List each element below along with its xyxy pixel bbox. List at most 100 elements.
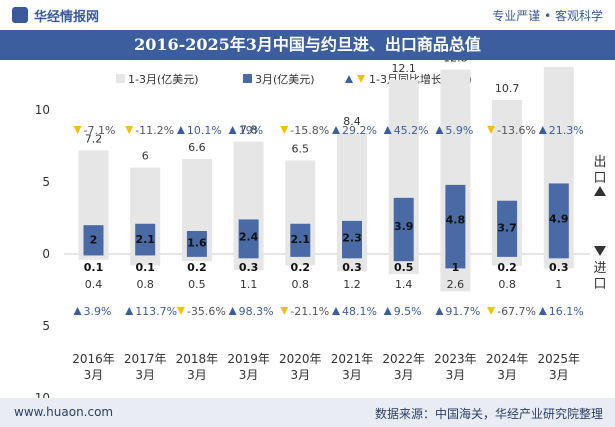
export-growth-up-icon: [176, 126, 185, 134]
import-ytd-bar: [130, 254, 161, 266]
legend-month-label: 3月(亿美元): [255, 73, 315, 86]
import-month-bar: [290, 254, 311, 257]
category-label-year: 2024年: [486, 352, 529, 366]
export-growth-label: -11.2%: [135, 124, 174, 137]
import-growth-label: 16.1%: [549, 305, 584, 318]
export-ytd-label: 12.1: [391, 62, 416, 75]
category-label-year: 2023年: [434, 352, 477, 366]
import-ytd-label: 1.1: [240, 278, 258, 291]
export-month-bar: [83, 225, 104, 254]
export-month-label: 1.6: [187, 236, 207, 249]
chart: 1-3月(亿美元)3月(亿美元)1-3月同比增长率(%)201510505107…: [35, 60, 607, 398]
import-month-label: 0.1: [135, 261, 155, 274]
export-growth-label: 10.1%: [187, 124, 222, 137]
y-tick-label: 5: [42, 319, 50, 333]
export-growth-label: 29.2%: [342, 124, 377, 137]
category-label-month: 3月: [497, 368, 517, 382]
import-growth-down-icon: [487, 307, 496, 315]
import-growth-up-icon: [73, 307, 82, 315]
import-ytd-bar: [285, 254, 316, 266]
import-growth-label: -21.1%: [290, 305, 329, 318]
import-ytd-label: 0.8: [292, 278, 310, 291]
category-label-year: 2021年: [331, 352, 374, 366]
export-month-bar: [186, 230, 207, 254]
y-tick-label: 10: [35, 391, 50, 398]
export-month-bar: [497, 200, 518, 254]
import-growth-down-icon: [280, 307, 289, 315]
export-month-label: 2.1: [135, 233, 155, 246]
y-tick-label: 10: [35, 103, 50, 117]
import-month-bar: [342, 254, 362, 259]
import-growth-up-icon: [228, 307, 237, 315]
category-label-month: 3月: [84, 368, 104, 382]
export-growth-label: 21.3%: [549, 124, 584, 137]
import-growth-label: 3.9%: [84, 305, 112, 318]
export-month-label: 3.7: [497, 221, 517, 234]
import-month-label: 0.1: [84, 261, 104, 274]
import-month-bar: [238, 254, 259, 259]
export-ytd-label: 13: [552, 60, 566, 62]
site-name: 华经情报网: [34, 10, 100, 25]
import-growth-label: 9.5%: [394, 305, 422, 318]
export-ytd-label: 10.7: [495, 82, 520, 95]
import-growth-up-icon: [538, 307, 547, 315]
import-month-label: 0.3: [342, 261, 362, 274]
export-ytd-label: 6.6: [188, 141, 206, 154]
import-month-bar: [83, 254, 104, 256]
side-label-import-2: 口: [593, 277, 606, 292]
category-label-month: 3月: [290, 368, 310, 382]
side-label-import-1: 进: [593, 261, 606, 276]
import-growth-up-icon: [435, 307, 444, 315]
category-label-year: 2017年: [124, 352, 167, 366]
category-label-year: 2016年: [72, 352, 115, 366]
export-growth-down-icon: [487, 126, 496, 134]
category-label-year: 2018年: [176, 352, 219, 366]
import-month-bar: [445, 254, 466, 269]
import-month-label: 0.2: [291, 261, 311, 274]
export-ytd-label: 6: [142, 150, 149, 163]
top-bar: 华经情报网 专业严谨 • 客观科学: [0, 0, 615, 30]
import-month-bar: [548, 254, 569, 259]
import-month-label: 0.2: [497, 261, 517, 274]
export-month-label: 2: [90, 234, 98, 247]
import-month-bar: [393, 254, 414, 262]
export-ytd-label: 12.8: [443, 60, 468, 65]
import-growth-up-icon: [125, 307, 134, 315]
import-ytd-label: 1: [555, 278, 562, 291]
import-month-label: 0.3: [239, 261, 259, 274]
category-label-year: 2022年: [382, 352, 425, 366]
import-growth-label: 91.7%: [445, 305, 480, 318]
chart-title: 2016-2025年3月中国与约旦进、出口商品总值: [0, 30, 615, 60]
import-ytd-bar: [492, 254, 523, 266]
side-label-export-1: 出: [593, 155, 606, 170]
import-month-bar: [497, 254, 518, 257]
export-growth-up-icon: [228, 126, 237, 134]
export-month-bar: [290, 223, 311, 254]
footer: www.huaon.com 数据来源：中国海关，华经产业研究院整理: [0, 398, 615, 427]
legend-up-triangle-icon: [345, 75, 353, 83]
category-label-month: 3月: [342, 368, 362, 382]
import-growth-up-icon: [383, 307, 392, 315]
import-ytd-bar: [78, 254, 109, 260]
export-month-label: 3.9: [394, 220, 414, 233]
import-growth-up-icon: [332, 307, 340, 315]
export-ytd-label: 8.4: [343, 115, 361, 128]
import-ytd-label: 0.5: [188, 278, 206, 291]
import-ytd-label: 0.4: [85, 278, 103, 291]
export-month-bar: [135, 223, 156, 254]
category-label-year: 2019年: [227, 352, 270, 366]
export-month-bar: [238, 219, 259, 254]
import-growth-label: 113.7%: [135, 305, 177, 318]
export-month-label: 2.1: [291, 233, 311, 246]
import-month-bar: [186, 254, 207, 257]
export-month-bar: [548, 183, 569, 254]
import-growth-label: 48.1%: [342, 305, 377, 318]
import-ytd-bar: [181, 254, 212, 262]
y-tick-label: 0: [42, 247, 50, 261]
import-ytd-label: 2.6: [447, 278, 465, 291]
import-ytd-label: 1.4: [395, 278, 413, 291]
export-month-label: 2.3: [342, 231, 362, 244]
legend-month-swatch: [243, 74, 252, 83]
export-month-bar: [393, 197, 414, 254]
export-ytd-label: 7.2: [85, 132, 103, 145]
